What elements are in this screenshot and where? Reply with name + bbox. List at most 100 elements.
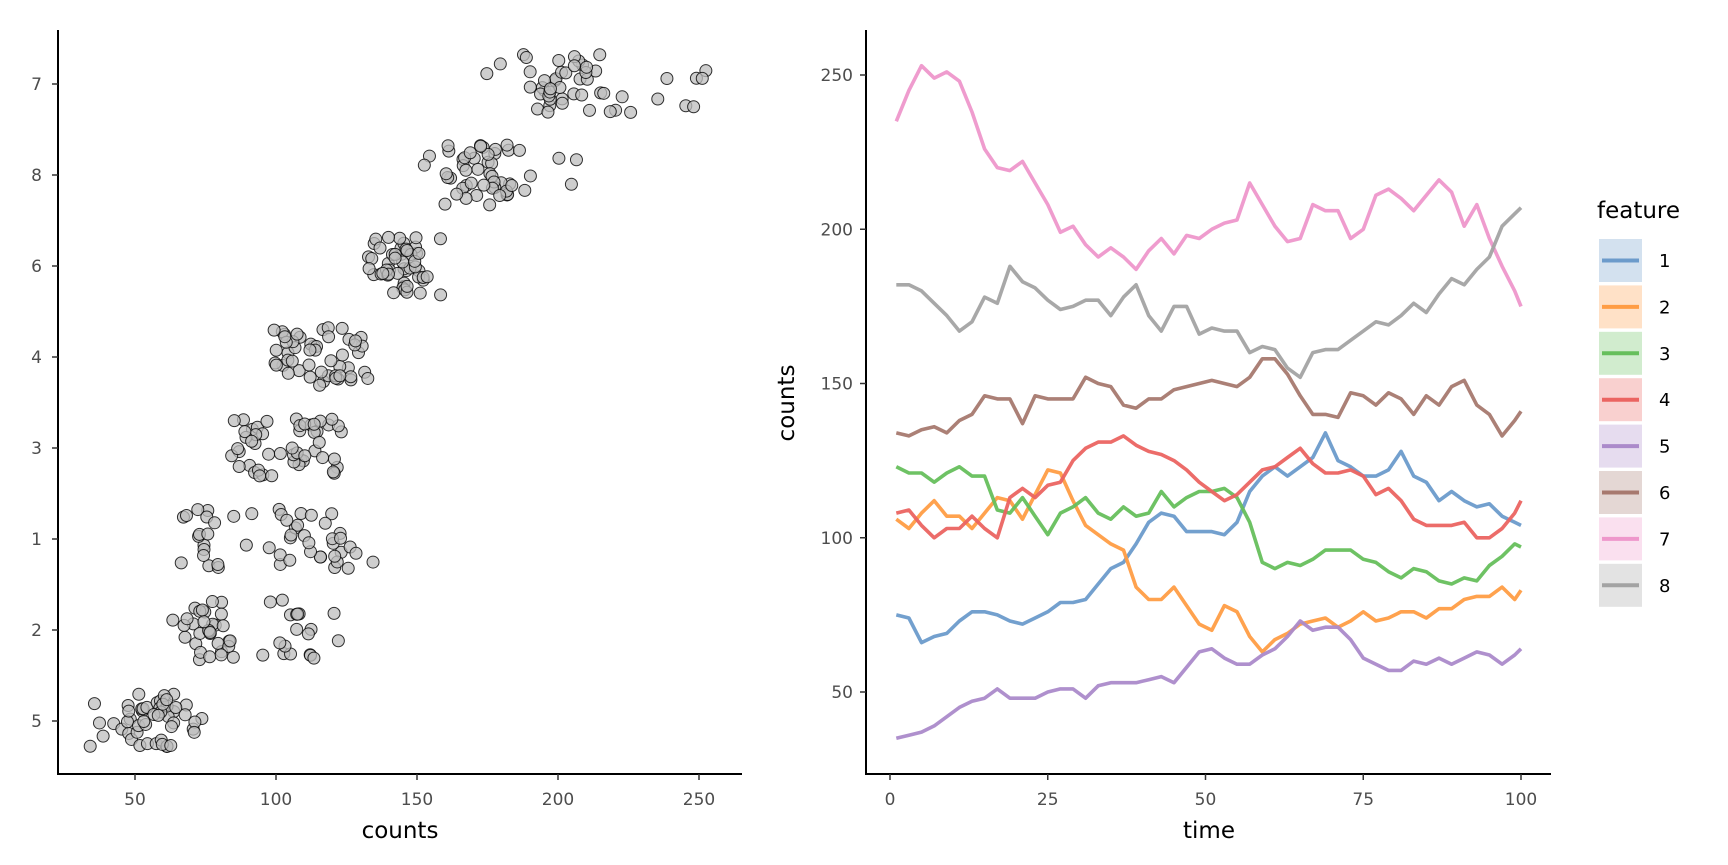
strip-point-1 [227, 509, 241, 523]
strip-point-4 [361, 371, 375, 385]
strip-point-6 [409, 231, 423, 245]
strip-point-1 [313, 550, 327, 564]
strip-point-3 [316, 451, 330, 465]
legend-item-3: 3 [1599, 331, 1670, 375]
right-y-tick-label: 50 [831, 683, 853, 703]
strip-point-8 [470, 188, 484, 202]
strip-point-2 [223, 634, 237, 648]
strip-point-1 [179, 508, 193, 522]
strip-plot-panel: 50 100 150 200 250 5 2 1 3 4 6 8 7 counts [31, 30, 742, 844]
strip-point-1 [273, 548, 287, 562]
legend-item-6: 6 [1599, 471, 1670, 514]
series-line-2 [895, 468, 1523, 654]
left-x-tick-label: 200 [542, 790, 574, 810]
strip-point-3 [260, 414, 274, 428]
strip-point-2 [195, 603, 209, 617]
strip-point-7 [559, 66, 573, 80]
strip-point-7 [593, 48, 607, 62]
strip-point-2 [226, 650, 240, 664]
strip-point-4 [303, 370, 317, 384]
strip-point-2 [180, 612, 194, 626]
strip-point-7 [624, 105, 638, 119]
strip-point-2 [290, 622, 304, 636]
strip-point-2 [203, 626, 217, 640]
strip-point-4 [324, 354, 338, 368]
strip-point-3 [312, 435, 326, 449]
left-y-tick-label: 8 [31, 166, 42, 186]
strip-point-5 [151, 708, 165, 722]
strip-point-2 [197, 615, 211, 629]
strip-point-4 [302, 358, 316, 372]
left-x-axis-title: counts [362, 818, 439, 844]
legend-label: 5 [1659, 437, 1670, 458]
strip-point-7 [480, 67, 494, 81]
strip-point-6 [393, 231, 407, 245]
strip-point-1 [262, 541, 276, 555]
left-y-tick-label: 5 [31, 712, 42, 732]
strip-point-7 [695, 71, 709, 85]
left-y-ticks: 5 2 1 3 4 6 8 7 [31, 75, 58, 732]
strip-point-8 [439, 167, 453, 181]
strip-point-6 [381, 230, 395, 244]
legend-label: 8 [1659, 576, 1670, 597]
strip-point-8 [450, 187, 464, 201]
series-line-1 [895, 431, 1522, 645]
strip-point-1 [304, 508, 318, 522]
left-x-tick-label: 150 [401, 790, 433, 810]
strip-point-6 [433, 232, 447, 246]
strip-point-4 [278, 330, 292, 344]
strip-point-8 [464, 176, 478, 190]
strip-point-3 [253, 469, 267, 483]
left-y-tick-label: 4 [31, 348, 42, 368]
strip-point-2 [331, 634, 345, 648]
strip-point-3 [232, 459, 246, 473]
strip-point-7 [567, 59, 581, 73]
legend-item-5: 5 [1599, 424, 1670, 468]
strip-point-8 [474, 139, 488, 153]
right-x-tick-label: 0 [885, 790, 896, 810]
strip-point-1 [239, 538, 253, 552]
strip-point-2 [301, 627, 315, 641]
strip-point-4 [333, 369, 347, 383]
strip-point-6 [400, 279, 414, 293]
strip-point-1 [191, 503, 205, 517]
strip-point-2 [291, 607, 305, 621]
legend-title: feature [1597, 198, 1680, 224]
strip-point-2 [273, 636, 287, 650]
strip-point-2 [216, 619, 230, 633]
line-chart-panel: 0 25 50 75 100 50 100 150 200 250 time counts [774, 30, 1551, 844]
strip-point-8 [438, 197, 452, 211]
strip-point-1 [197, 548, 211, 562]
strip-point-7 [552, 53, 566, 67]
strip-point-2 [275, 593, 289, 607]
strip-point-6 [387, 286, 401, 300]
strip-point-7 [597, 86, 611, 100]
strip-point-1 [174, 556, 188, 570]
legend-item-4: 4 [1599, 378, 1670, 422]
strip-point-7 [651, 92, 665, 106]
legend-item-2: 2 [1599, 285, 1670, 329]
series-line-7 [894, 63, 1523, 308]
strip-point-5 [169, 701, 183, 715]
strip-point-2 [214, 648, 228, 662]
strip-point-1 [334, 531, 348, 545]
strip-point-2 [211, 636, 225, 650]
strip-point-6 [413, 286, 427, 300]
strip-point-8 [459, 163, 473, 177]
strip-point-8 [471, 162, 485, 176]
legend-label: 2 [1659, 297, 1670, 318]
strip-point-5 [164, 720, 178, 734]
strip-point-1 [208, 516, 222, 530]
strip-point-8 [505, 179, 519, 193]
right-x-axis-title: time [1183, 818, 1235, 844]
strip-point-7 [603, 105, 617, 119]
strip-point-2 [178, 630, 192, 644]
right-x-ticks: 0 25 50 75 100 [885, 774, 1537, 810]
legend-item-1: 1 [1599, 239, 1670, 282]
strip-point-4 [267, 323, 281, 337]
strip-point-4 [269, 358, 283, 372]
strip-point-5 [87, 697, 101, 711]
strip-point-8 [569, 153, 583, 167]
strip-point-2 [205, 595, 219, 609]
